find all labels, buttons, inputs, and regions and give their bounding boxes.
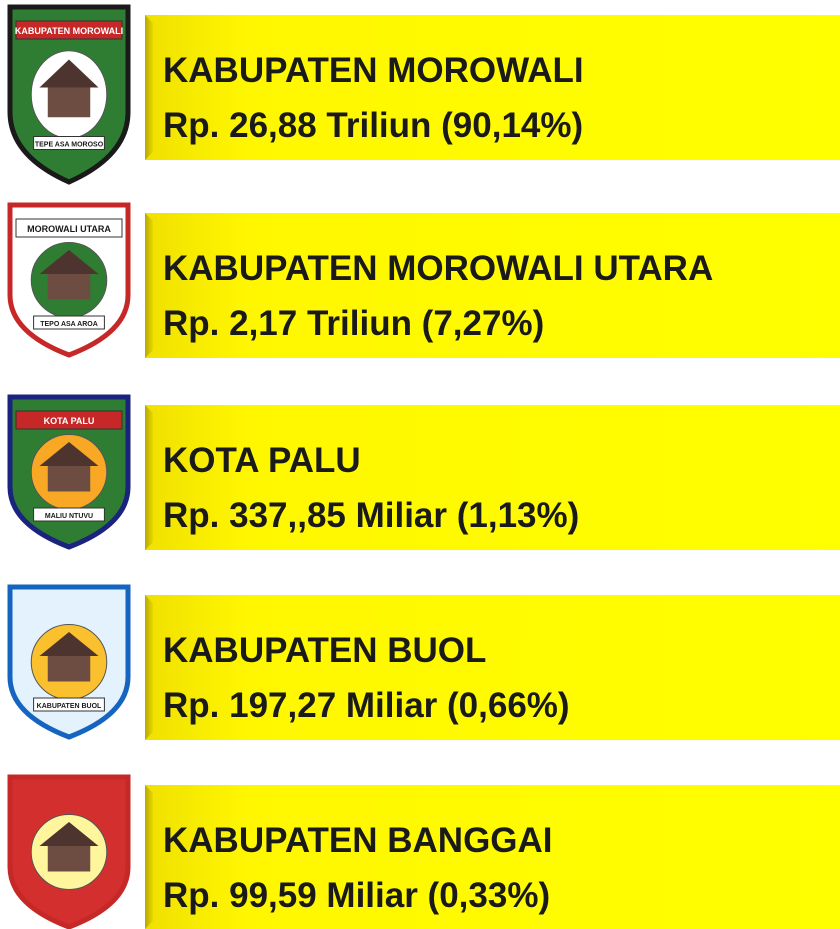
region-name: KABUPATEN BUOL	[163, 631, 486, 670]
yellow-box	[145, 595, 840, 740]
logo-roof	[39, 442, 99, 466]
logo-house	[47, 464, 91, 492]
region-logo: KABUPATEN BUOL	[7, 584, 131, 740]
region-logo: KOTA PALU MALIU NTUVU	[7, 394, 131, 550]
logo-motto: TEPO ASA AROA	[40, 321, 98, 328]
logo-roof	[39, 250, 99, 274]
logo-ribbon	[33, 315, 105, 330]
region-amount: Rp. 2,17 Triliun (7,27%)	[163, 304, 544, 343]
region-amount: Rp. 26,88 Triliun (90,14%)	[163, 106, 583, 145]
logo-ribbon	[33, 507, 105, 522]
item-row: KABUPATEN BANGGAI Rp. 99,59 Miliar (0,33%…	[7, 774, 840, 929]
item-row: KABUPATEN MOROWALI Rp. 26,88 Triliun (90,…	[7, 4, 840, 185]
yellow-box	[145, 213, 840, 358]
logo-house	[47, 272, 91, 300]
box-bevel	[145, 213, 153, 358]
box-bevel	[145, 785, 153, 929]
logo-banner	[15, 20, 123, 40]
logo-banner	[15, 410, 123, 430]
region-name: KOTA PALU	[163, 441, 361, 480]
box-bevel	[145, 595, 153, 740]
logo-label: MOROWALI UTARA	[27, 224, 111, 234]
logo-house	[47, 844, 91, 872]
region-logo: MOROWALI UTARA TEPO ASA AROA	[7, 202, 131, 358]
logo-roof	[39, 822, 99, 846]
logo-label: KABUPATEN MOROWALI	[15, 26, 123, 36]
logo-motto: MALIU NTUVU	[45, 513, 93, 520]
yellow-box	[145, 15, 840, 160]
logo-house	[47, 654, 91, 682]
logo-ribbon	[33, 697, 105, 712]
logo-roof	[39, 59, 99, 88]
item-row: KABUPATEN BUOL Rp. 197,27 Miliar (0,66%) K…	[7, 584, 840, 740]
item-row: KOTA PALU Rp. 337,,85 Miliar (1,13%) KOTA …	[7, 394, 840, 550]
region-logo	[7, 774, 131, 929]
region-logo: KABUPATEN MOROWALI TEPE ASA MOROSO	[7, 4, 131, 185]
yellow-box	[145, 785, 840, 929]
logo-ribbon	[33, 136, 105, 150]
region-name: KABUPATEN BANGGAI	[163, 821, 553, 860]
logo-motto: TEPE ASA MOROSO	[35, 142, 104, 149]
item-row: KABUPATEN MOROWALI UTARA Rp. 2,17 Triliun…	[7, 202, 840, 358]
region-amount: Rp. 197,27 Miliar (0,66%)	[163, 686, 570, 725]
region-name: KABUPATEN MOROWALI UTARA	[163, 249, 713, 288]
box-bevel	[145, 15, 153, 160]
logo-motto: KABUPATEN BUOL	[37, 703, 102, 710]
logo-house	[47, 85, 91, 118]
region-amount: Rp. 99,59 Miliar (0,33%)	[163, 876, 550, 915]
logo-label: KOTA PALU	[44, 416, 95, 426]
yellow-box	[145, 405, 840, 550]
box-bevel	[145, 405, 153, 550]
logo-roof	[39, 632, 99, 656]
region-amount: Rp. 337,,85 Miliar (1,13%)	[163, 496, 579, 535]
region-name: KABUPATEN MOROWALI	[163, 51, 584, 90]
logo-banner	[15, 218, 123, 238]
